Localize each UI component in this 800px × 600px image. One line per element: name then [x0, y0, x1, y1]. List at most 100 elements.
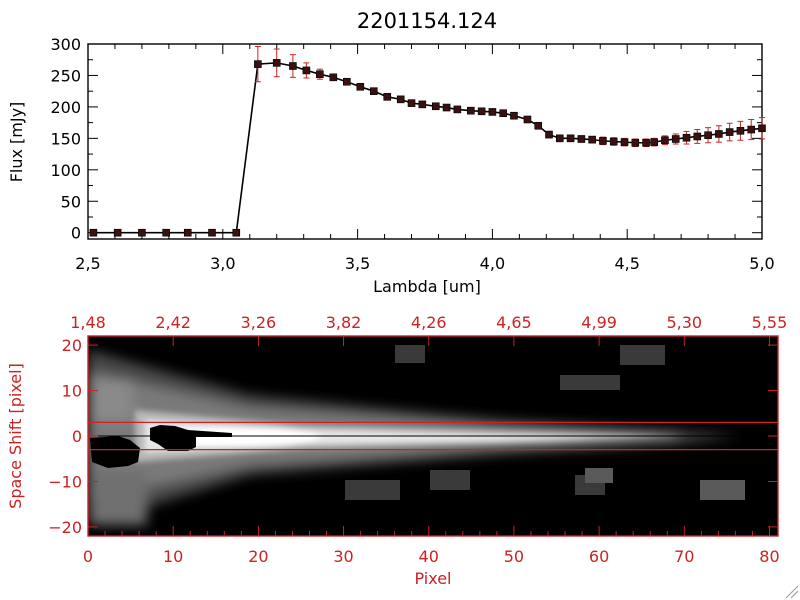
spectrum-x-axis-label: Lambda [um]	[373, 277, 481, 296]
image-x-tick-label: 50	[504, 547, 524, 566]
image-top-tick-label: 4,99	[581, 313, 617, 332]
spectrum-x-tick-label: 4,5	[614, 254, 639, 273]
spectrum-y-axis-label: Flux [mJy]	[7, 102, 26, 183]
spectrum-data-point	[162, 228, 170, 237]
spectrum-data-point	[343, 77, 351, 86]
image-top-tick-label: 3,26	[241, 313, 277, 332]
spectrum-data-point	[232, 228, 241, 237]
spectrum-series-line	[93, 62, 763, 234]
spectrum-data-point	[588, 135, 596, 144]
image-top-tick-label: 3,82	[326, 313, 362, 332]
image-x-tick-label: 80	[759, 547, 779, 566]
image-top-tick-label: 1,48	[70, 313, 106, 332]
spectrum-data-point	[302, 66, 311, 75]
image-x-tick-label: 10	[163, 547, 183, 566]
spectrum-data-point	[453, 105, 462, 114]
spectrum-data-point	[545, 130, 553, 139]
spectrum-data-point	[534, 121, 543, 130]
spectral-image	[88, 336, 778, 536]
spectrum-data-point	[499, 109, 507, 117]
spectrum-data-point	[620, 138, 629, 146]
spectrum-y-tick-label: 100	[50, 161, 81, 180]
spectrum-y-tick-label: 50	[61, 192, 81, 211]
image-x-ticks: 0 10 20 30 40 50 60 70 80	[83, 526, 780, 566]
spectrum-data-point	[736, 127, 745, 135]
image-top-tick-label: 5,30	[666, 313, 702, 332]
image-y-tick-label: 20	[62, 336, 82, 355]
spectrum-data-point	[208, 228, 216, 237]
spectrum-data-point	[477, 107, 486, 116]
image-x-axis-label: Pixel	[414, 569, 451, 588]
spectrum-data-point	[396, 95, 405, 104]
image-top-tick-label: 4,26	[411, 313, 447, 332]
spectrum-data-point	[758, 124, 766, 133]
image-y-tick-label: −10	[48, 472, 82, 491]
spectrum-x-tick-label: 3,0	[210, 254, 235, 273]
image-top-tick-label: 5,55	[752, 313, 788, 332]
spectrum-x-tick-label: 3,5	[345, 254, 370, 273]
spectrum-series	[89, 46, 766, 237]
image-top-tick-label: 4,65	[496, 313, 532, 332]
spectrum-data-point	[316, 70, 324, 78]
spectrum-data-point	[631, 138, 640, 147]
spectrum-data-point	[89, 228, 98, 237]
spectrum-data-point	[289, 62, 297, 70]
image-y-tick-label: 0	[72, 427, 82, 446]
spectrum-data-point	[407, 99, 416, 107]
spectrum-plot-frame	[87, 43, 763, 240]
spectrum-data-point	[650, 138, 658, 146]
spectrum-y-tick-label: 250	[50, 66, 81, 85]
spectral-image-panel: 0 10 20 30 40 50 60 70 80 −20 −10 0 10 20 1,48 2,42 3,…	[6, 313, 787, 588]
image-top-tick-label: 2,42	[155, 313, 191, 332]
spectrum-y-tick-label: 150	[50, 129, 81, 148]
spectrum-data-point	[577, 135, 586, 143]
spectrum-data-point	[704, 131, 712, 140]
spectrum-data-point	[442, 103, 451, 112]
spectrum-x-ticks: 2,5 3,0 3,5 4,0 4,5 5,0	[75, 44, 775, 273]
spectrum-data-point	[467, 106, 475, 115]
image-x-tick-label: 30	[333, 547, 353, 566]
spectrum-data-point	[329, 73, 338, 82]
spectrum-y-tick-label: 0	[71, 224, 81, 243]
spectrum-x-tick-label: 5,0	[749, 254, 774, 273]
spectrum-y-tick-label: 300	[50, 35, 81, 54]
image-y-axis-label: Space Shift [pixel]	[6, 363, 25, 509]
spectrum-data-point	[523, 115, 532, 124]
spectrum-data-point	[510, 111, 518, 120]
spectrum-data-point	[671, 135, 680, 143]
spectrum-data-point	[254, 60, 262, 68]
spectrum-data-point	[488, 108, 497, 116]
resize-grip-icon[interactable]	[785, 585, 799, 599]
spectrum-data-point	[693, 132, 702, 141]
spectrum-data-point	[383, 93, 392, 101]
image-y-tick-label: 10	[62, 382, 82, 401]
spectrum-data-point	[566, 134, 575, 143]
spectrum-y-tick-label: 200	[50, 98, 81, 117]
spectrum-data-point	[642, 138, 650, 147]
spectrum-data-point	[661, 136, 669, 145]
spectrum-data-point	[747, 125, 756, 134]
spectrum-data-point	[725, 128, 734, 136]
image-y-ticks: −20 −10 0 10 20	[48, 336, 778, 537]
spectrum-data-point	[272, 59, 281, 67]
spectrum-panel: 0 50 100 150 200 250 300 2,5 3,0 3,5 4,0 4,5 5,0 La…	[7, 35, 775, 296]
image-x-tick-label: 20	[248, 547, 268, 566]
spectrum-data-point	[682, 133, 691, 142]
spectrum-data-point	[356, 82, 365, 91]
image-y-tick-label: −20	[48, 518, 82, 537]
spectrum-data-point	[609, 137, 618, 146]
chart-title: 2201154.124	[357, 9, 497, 33]
spectrum-y-ticks: 0 50 100 150 200 250 300	[50, 35, 762, 243]
spectrum-data-point	[715, 130, 723, 138]
spectrum-data-point	[599, 137, 607, 145]
image-wavelength-ticks: 1,48 2,42 3,26 3,82 4,26 4,65 4,99 5,30 5,55	[70, 313, 787, 346]
spectrum-data-point	[183, 228, 192, 237]
image-x-tick-label: 70	[674, 547, 694, 566]
spectrum-x-tick-label: 2,5	[75, 254, 100, 273]
spectrum-data-point	[113, 228, 122, 237]
image-x-tick-label: 60	[589, 547, 609, 566]
spectrum-data-point	[369, 87, 378, 95]
spectrum-data-point	[431, 102, 440, 111]
spectrum-x-tick-label: 4,0	[480, 254, 505, 273]
